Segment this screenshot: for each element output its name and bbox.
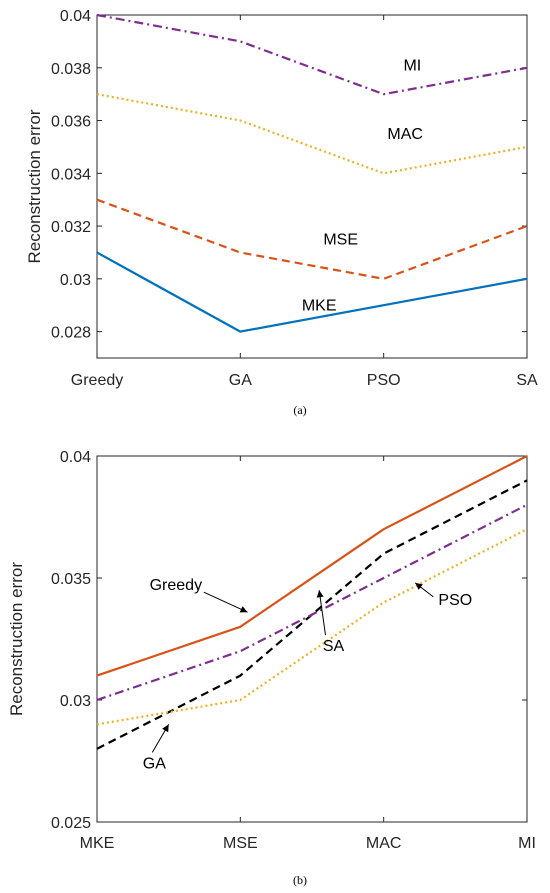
y-tick-label: 0.035 [51,571,91,588]
y-tick-label: 0.03 [60,693,91,710]
figure-caption: (a) [293,403,306,417]
annotation-arrow-line [203,591,248,613]
axes-box [96,455,528,823]
annotation-ga: GA [143,755,166,772]
y-tick-label: 0.04 [60,449,91,466]
annotation-arrow-head [316,590,324,598]
annotation-arrow-head [415,582,423,590]
y-tick-label: 0.034 [51,166,91,183]
chart-b: 0.025 0.03 0.035 0.04 MKE MSE MAC MI Reconstruct… [7,449,536,887]
annotation-arrow-head [239,606,248,613]
x-tick-label: MKE [80,835,115,852]
y-axis-label: Reconstruction error [7,562,26,716]
series-line-greedy [96,455,528,677]
series-line-ga [96,479,528,750]
annotation-mac: MAC [387,126,423,143]
annotation-pso: PSO [438,592,472,609]
chart-a: 0.028 0.03 0.032 0.034 0.036 0.038 0.04 Greedy G… [25,8,538,417]
series-line-mi [96,13,528,96]
annotation-arrow-head [162,724,169,733]
x-tick-label: GA [229,372,252,389]
y-tick-label: 0.04 [60,8,91,25]
annotation-sa: SA [323,638,345,655]
x-tick-label: Greedy [71,372,123,389]
annotation-mi: MI [403,57,421,74]
x-tick-label: PSO [367,372,401,389]
x-tick-label: MI [518,835,536,852]
annotation-mke: MKE [302,298,337,315]
y-tick-label: 0.028 [51,325,91,342]
series-line-mac [96,93,528,175]
x-tick-label: MAC [366,835,402,852]
y-tick-label: 0.036 [51,114,91,131]
annotation-greedy: Greedy [150,577,202,594]
y-axis-label: Reconstruction error [25,109,44,263]
y-tick-label: 0.03 [60,272,91,289]
axes-box [96,14,528,359]
figure-caption: (b) [293,873,307,887]
series-line-mse [96,198,528,280]
y-tick-label: 0.032 [51,219,91,236]
series-line-sa [96,503,528,702]
x-tick-label: SA [516,372,538,389]
x-tick-label: MSE [223,835,258,852]
y-tick-label: 0.025 [51,815,91,832]
annotation-arrow-line [318,590,326,636]
series-line-pso [96,528,528,726]
series-line-mke [96,251,528,333]
y-tick-label: 0.038 [51,61,91,78]
annotation-mse: MSE [323,232,358,249]
